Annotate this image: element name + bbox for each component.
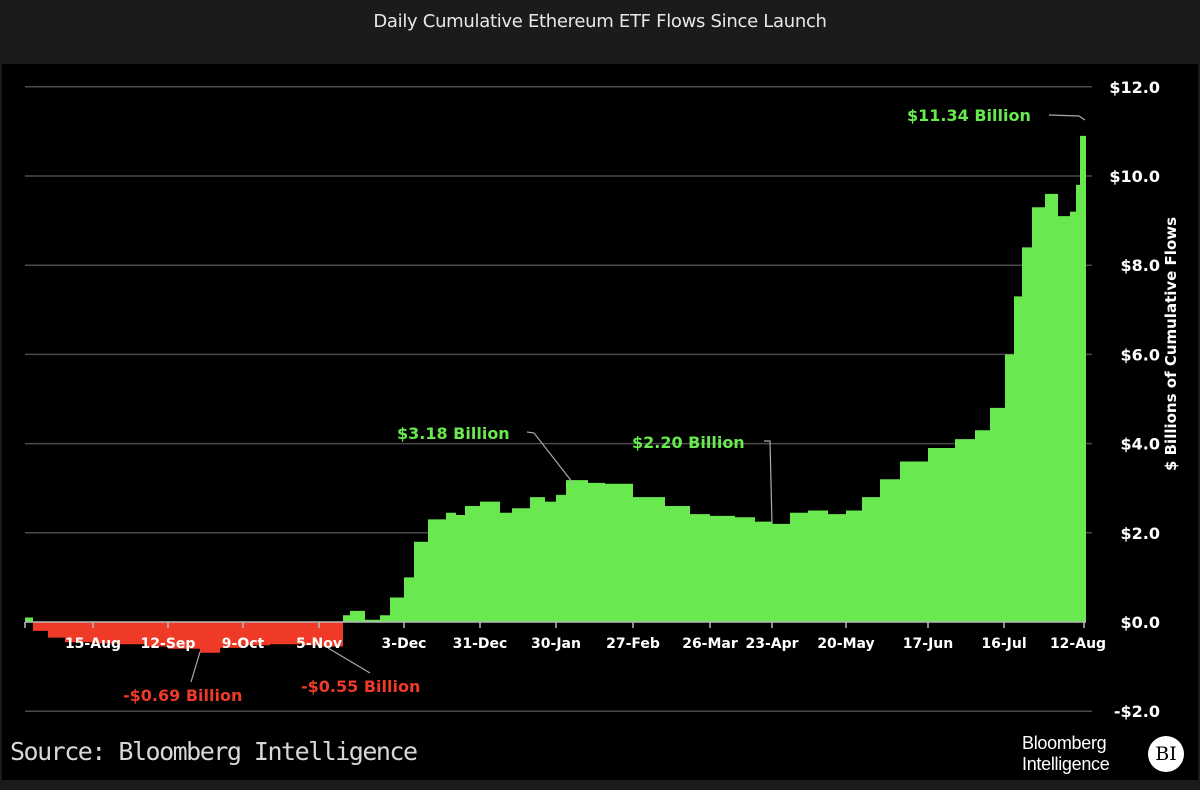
x-tick-label: 31-Dec [453,636,508,652]
y-tick-label: $0.0 [1121,613,1160,632]
annotation-jan-high: $3.18 Billion [397,424,574,484]
y-tick-label: -$2.0 [1114,702,1160,721]
annotation-nov-low-label: -$0.55 Billion [301,677,420,696]
x-tick-label: 15-Aug [65,636,121,652]
annotation-apr-low-label: $2.20 Billion [632,433,745,452]
chart-panel: 15-Aug 12-Sep 9-Oct 5-Nov 3-Dec 31-Dec 30-Jan 2… [2,64,1198,780]
positive-flow-area [25,116,1086,623]
bloomberg-intelligence-logo: Bloomberg Intelligence [1022,733,1110,775]
x-axis-ticks: 15-Aug 12-Sep 9-Oct 5-Nov 3-Dec 31-Dec 30-Jan 2… [24,622,1106,652]
x-tick-label: 26-Mar [682,636,738,652]
x-tick-label: 23-Apr [745,636,798,652]
y-tick-label: $8.0 [1121,256,1160,275]
negative-flow-area [25,622,1086,653]
x-tick-label: 5-Nov [296,636,342,652]
y-axis-ticks: $12.0 $10.0 $8.0 $6.0 $4.0 $2.0 $0.0 -$2.0 [1109,78,1160,721]
y-tick-label: $10.0 [1109,167,1160,186]
x-tick-label: 27-Feb [606,636,660,652]
brand-line-1: Bloomberg [1022,733,1107,753]
x-tick-label: 20-May [817,636,874,652]
x-tick-label: 3-Dec [382,636,427,652]
bottom-frame [0,780,1200,790]
y-tick-label: $12.0 [1109,78,1160,97]
y-tick-label: $6.0 [1121,345,1160,364]
annotation-peak: $11.34 Billion [907,106,1086,125]
source-note: Source: Bloomberg Intelligence [10,737,418,766]
annotation-nov-low: -$0.55 Billion [301,647,420,696]
x-tick-label: 30-Jan [531,636,581,652]
brand-line-2: Intelligence [1022,754,1110,774]
y-tick-label: $4.0 [1121,435,1160,454]
annotation-jan-high-label: $3.18 Billion [397,424,510,443]
y-tick-label: $2.0 [1121,524,1160,543]
chart-title: Daily Cumulative Ethereum ETF Flows Sinc… [0,0,1200,64]
bi-badge-icon: BI [1148,736,1184,772]
x-tick-label: 17-Jun [903,636,953,652]
annotation-peak-label: $11.34 Billion [907,106,1031,125]
annotation-sep-low: -$0.69 Billion [123,651,242,705]
annotation-apr-low: $2.20 Billion [632,433,773,525]
x-tick-label: 12-Aug [1050,636,1106,652]
chart-plot: 15-Aug 12-Sep 9-Oct 5-Nov 3-Dec 31-Dec 30-Jan 2… [24,78,1180,721]
y-axis-title: $ Billions of Cumulative Flows [1162,217,1180,471]
x-tick-label: 9-Oct [222,636,265,652]
x-tick-label: 16-Jul [981,636,1026,652]
annotation-sep-low-label: -$0.69 Billion [123,686,242,705]
x-tick-label: 12-Sep [141,636,196,652]
